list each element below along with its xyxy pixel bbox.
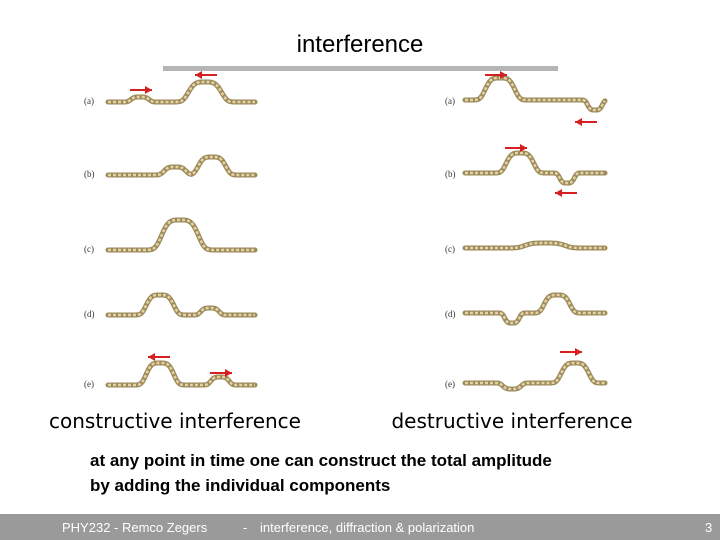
footer-separator: - <box>243 520 247 535</box>
body-line: at any point in time one can construct t… <box>90 451 552 470</box>
rope <box>462 360 608 392</box>
rope <box>105 217 258 253</box>
rope <box>462 292 608 326</box>
rope-highlight <box>108 293 255 317</box>
arrow-head <box>145 86 152 94</box>
rope-highlight <box>108 155 255 177</box>
body-line: by adding the individual components <box>90 476 390 495</box>
panel-label: (a) <box>84 96 94 106</box>
panel-label: (c) <box>445 244 455 254</box>
arrow-head <box>520 144 527 152</box>
rope-highlight <box>465 151 605 185</box>
arrow-head <box>575 118 582 126</box>
rope <box>105 154 258 178</box>
rope-highlight <box>108 218 255 252</box>
footer-bar <box>0 514 720 540</box>
arrow-head <box>148 353 155 361</box>
figure: (a) (a) (b) (b) (c) (c) (d) (d) (e) (e) <box>84 71 608 392</box>
panel-label: (a) <box>445 96 455 106</box>
arrow-head <box>555 189 562 197</box>
footer-author: PHY232 - Remco Zegers <box>62 520 208 535</box>
arrow-head <box>195 71 202 79</box>
rope-highlight <box>108 361 255 387</box>
panel-label: (b) <box>445 169 456 179</box>
panel-label: (b) <box>84 169 95 179</box>
right-caption: destructive interference <box>391 409 632 433</box>
page-number: 3 <box>705 520 712 535</box>
rope-highlight <box>108 80 255 104</box>
left-caption: constructive interference <box>49 409 301 433</box>
rope-highlight <box>465 293 605 325</box>
slide-title: interference <box>297 31 424 58</box>
footer-topic: interference, diffraction & polarization <box>260 520 474 535</box>
panel-label: (e) <box>84 379 94 389</box>
arrow-head <box>575 348 582 356</box>
panel-label: (d) <box>84 309 95 319</box>
rope <box>105 360 258 388</box>
rope-highlight <box>465 76 606 112</box>
rope-highlight <box>465 361 605 391</box>
rope <box>105 79 258 105</box>
arrow-head <box>225 369 232 377</box>
panel-label: (e) <box>445 379 455 389</box>
panel-label: (d) <box>445 309 456 319</box>
arrow-head <box>500 71 507 79</box>
rope <box>462 75 608 113</box>
title-rule <box>163 66 558 71</box>
rope-highlight <box>465 241 605 250</box>
panel-label: (c) <box>84 244 94 254</box>
rope <box>105 292 258 318</box>
rope <box>462 150 608 186</box>
